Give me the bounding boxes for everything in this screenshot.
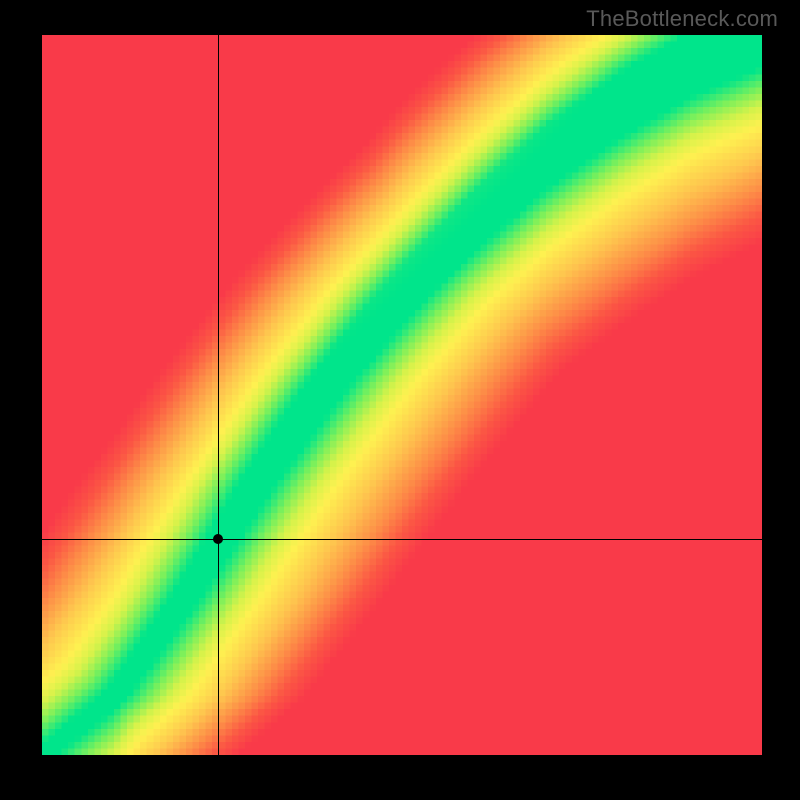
heatmap-canvas (42, 35, 762, 755)
watermark-text: TheBottleneck.com (586, 6, 778, 32)
crosshair-horizontal (42, 539, 762, 540)
crosshair-vertical (218, 35, 219, 755)
bottleneck-heatmap (42, 35, 762, 755)
operating-point-marker (213, 534, 223, 544)
